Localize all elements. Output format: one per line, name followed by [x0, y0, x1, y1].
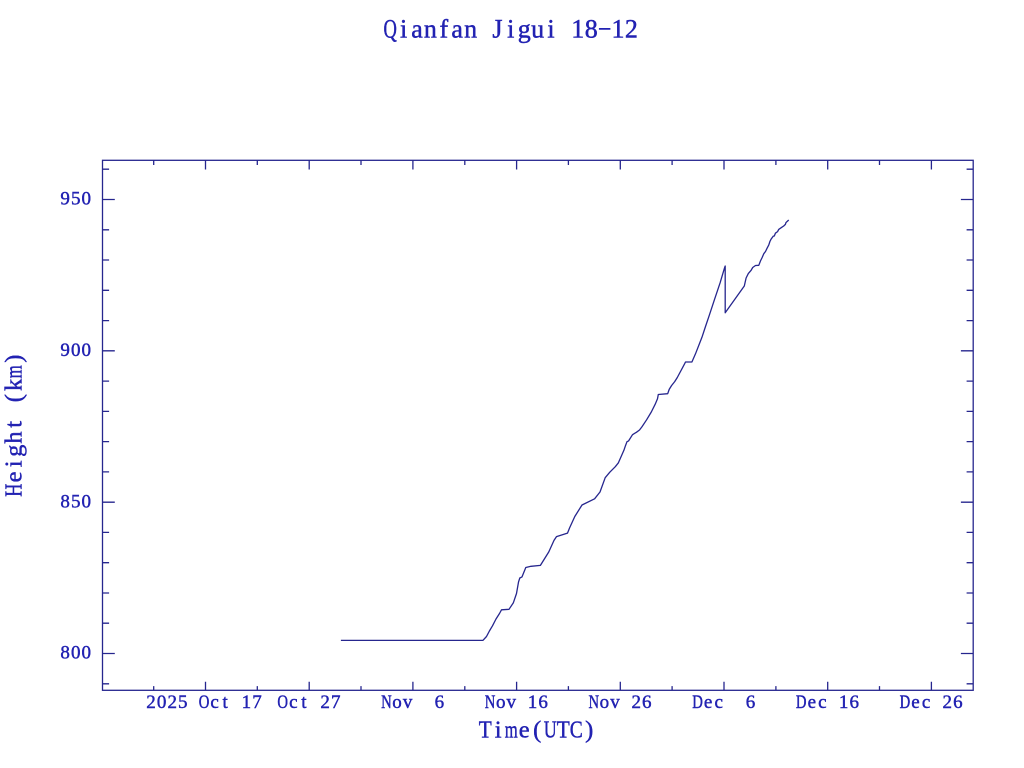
svg-text:g: g	[518, 15, 531, 44]
svg-text:g: g	[1, 445, 28, 457]
svg-text:H: H	[1, 484, 28, 497]
svg-text:T: T	[479, 717, 492, 744]
svg-text:5: 5	[71, 189, 81, 210]
svg-text:e: e	[911, 692, 919, 713]
svg-text:0: 0	[82, 340, 92, 361]
svg-text:a: a	[411, 15, 423, 44]
svg-text:T: T	[557, 717, 570, 744]
svg-text:N: N	[589, 692, 600, 713]
svg-text:v: v	[403, 692, 413, 713]
svg-text:6: 6	[953, 692, 963, 713]
svg-text:2: 2	[167, 692, 177, 713]
svg-text:C: C	[570, 717, 583, 744]
svg-text:6: 6	[435, 692, 445, 713]
svg-text:u: u	[531, 15, 544, 44]
svg-text:6: 6	[642, 692, 652, 713]
svg-text:): )	[1, 355, 28, 363]
svg-text:t: t	[301, 692, 307, 713]
svg-text:m: m	[1, 365, 28, 378]
svg-text:7: 7	[331, 692, 341, 713]
svg-text:−: −	[598, 15, 611, 44]
svg-text:i: i	[547, 15, 554, 44]
svg-text:f: f	[439, 15, 448, 44]
svg-text:O: O	[199, 692, 210, 713]
svg-text:8: 8	[60, 491, 70, 512]
svg-text:(: (	[533, 717, 541, 744]
svg-text:Q: Q	[384, 15, 398, 44]
svg-text:): )	[585, 717, 593, 744]
svg-text:6: 6	[746, 692, 756, 713]
svg-text:m: m	[505, 717, 518, 744]
svg-text:e: e	[519, 717, 530, 744]
svg-text:e: e	[808, 692, 816, 713]
svg-text:5: 5	[71, 491, 81, 512]
svg-text:e: e	[1, 471, 28, 482]
svg-text:c: c	[922, 692, 930, 713]
svg-text:o: o	[600, 692, 610, 713]
svg-text:1: 1	[528, 692, 538, 713]
svg-text:9: 9	[60, 340, 70, 361]
svg-text:5: 5	[178, 692, 188, 713]
svg-text:a: a	[451, 15, 463, 44]
svg-text:1: 1	[612, 15, 625, 44]
svg-text:2: 2	[631, 692, 641, 713]
svg-text:t: t	[223, 692, 229, 713]
svg-text:c: c	[289, 692, 297, 713]
svg-text:v: v	[610, 692, 620, 713]
svg-text:0: 0	[71, 340, 81, 361]
svg-text:8: 8	[60, 643, 70, 664]
svg-text:n: n	[424, 15, 437, 44]
svg-text:J: J	[492, 15, 502, 44]
svg-text:D: D	[900, 692, 911, 713]
svg-text:c: c	[818, 692, 826, 713]
svg-text:i: i	[1, 460, 28, 467]
svg-text:n: n	[464, 15, 477, 44]
svg-text:o: o	[392, 692, 402, 713]
svg-text:1: 1	[571, 15, 584, 44]
svg-text:c: c	[714, 692, 722, 713]
svg-text:D: D	[796, 692, 807, 713]
svg-text:7: 7	[252, 692, 262, 713]
svg-text:0: 0	[82, 189, 92, 210]
svg-text:i: i	[495, 717, 502, 744]
svg-text:2: 2	[320, 692, 330, 713]
svg-text:1: 1	[839, 692, 849, 713]
svg-text:0: 0	[82, 643, 92, 664]
svg-text:6: 6	[538, 692, 548, 713]
svg-text:(: (	[1, 394, 28, 402]
svg-text:k: k	[1, 378, 28, 391]
svg-text:h: h	[1, 431, 28, 443]
svg-text:O: O	[277, 692, 288, 713]
svg-text:D: D	[692, 692, 703, 713]
svg-text:2: 2	[625, 15, 638, 44]
svg-text:t: t	[1, 421, 28, 428]
svg-text:v: v	[507, 692, 517, 713]
svg-text:c: c	[210, 692, 218, 713]
svg-text:i: i	[507, 15, 514, 44]
svg-text:8: 8	[585, 15, 598, 44]
svg-text:0: 0	[157, 692, 167, 713]
svg-text:N: N	[485, 692, 496, 713]
svg-text:6: 6	[849, 692, 859, 713]
svg-text:0: 0	[71, 643, 81, 664]
svg-text:U: U	[544, 717, 557, 744]
svg-text:0: 0	[82, 491, 92, 512]
svg-text:e: e	[704, 692, 712, 713]
svg-text:2: 2	[943, 692, 953, 713]
svg-text:1: 1	[242, 692, 252, 713]
svg-text:2: 2	[146, 692, 156, 713]
svg-text:o: o	[496, 692, 506, 713]
svg-text:N: N	[381, 692, 392, 713]
svg-text:i: i	[400, 15, 407, 44]
svg-text:9: 9	[60, 189, 70, 210]
